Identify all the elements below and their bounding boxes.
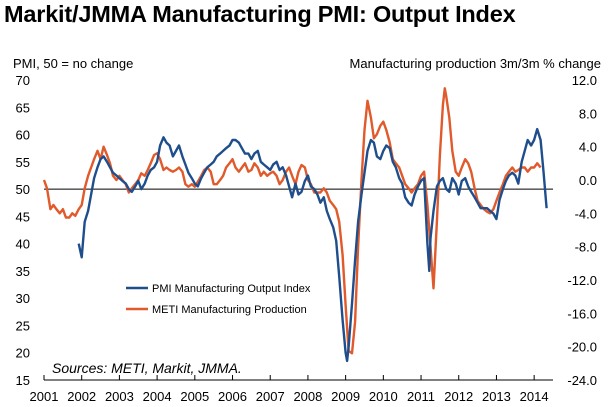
left-tick-label: 45 <box>16 209 30 224</box>
x-tick-label: 2005 <box>180 389 209 404</box>
left-tick-label: 40 <box>16 237 30 252</box>
x-tick-label: 2003 <box>105 389 134 404</box>
left-tick-label: 25 <box>16 318 30 333</box>
x-tick-label: 2001 <box>30 389 59 404</box>
right-tick-label: -4.0 <box>575 206 597 221</box>
right-tick-label: 12.0 <box>572 73 597 88</box>
chart-title: Markit/JMMA Manufacturing PMI: Output In… <box>4 1 516 27</box>
x-axis-ticks: 2001 2002 2003 2004 2005 2006 2007 2008 2009 2010… <box>30 375 549 404</box>
x-tick-label: 2014 <box>520 389 549 404</box>
legend-label-production: METI Manufacturing Production <box>152 304 307 316</box>
left-tick-label: 15 <box>16 373 30 388</box>
left-tick-label: 60 <box>16 128 30 143</box>
x-tick-label: 2009 <box>331 389 360 404</box>
x-tick-label: 2008 <box>293 389 322 404</box>
x-tick-label: 2004 <box>143 389 172 404</box>
right-tick-label: 0.0 <box>579 173 597 188</box>
source-note: Sources: METI, Markit, JMMA. <box>52 360 242 376</box>
x-tick-label: 2006 <box>218 389 247 404</box>
left-axis-ticks: 15 20 25 30 35 40 45 50 55 60 65 70 <box>16 73 30 388</box>
left-axis-label: PMI, 50 = no change <box>13 56 133 71</box>
left-tick-label: 20 <box>16 346 30 361</box>
x-tick-label: 2007 <box>256 389 285 404</box>
right-tick-label: -16.0 <box>567 306 597 321</box>
right-axis-ticks: 12.0 8.0 4.0 0.0 -4.0 -8.0 -12.0 -16.0 -20.0 -24.… <box>567 73 597 388</box>
left-tick-label: 30 <box>16 291 30 306</box>
left-tick-label: 50 <box>16 182 30 197</box>
left-tick-label: 55 <box>16 155 30 170</box>
left-tick-label: 35 <box>16 264 30 279</box>
x-tick-label: 2013 <box>482 389 511 404</box>
right-tick-label: -24.0 <box>567 373 597 388</box>
left-tick-label: 65 <box>16 100 30 115</box>
series-line-pmi-output <box>77 127 548 363</box>
right-tick-label: -8.0 <box>575 240 597 255</box>
right-tick-label: -12.0 <box>567 273 597 288</box>
x-tick-label: 2010 <box>369 389 398 404</box>
right-tick-label: 4.0 <box>579 140 597 155</box>
right-tick-label: 8.0 <box>579 106 597 121</box>
right-tick-label: -20.0 <box>567 340 597 355</box>
right-axis-label: Manufacturing production 3m/3m % change <box>350 56 601 71</box>
legend-label-pmi: PMI Manufacturing Output Index <box>152 283 311 295</box>
x-tick-label: 2002 <box>67 389 96 404</box>
x-tick-label: 2011 <box>407 389 435 404</box>
legend: PMI Manufacturing Output Index METI Manu… <box>126 283 311 316</box>
x-tick-label: 2012 <box>444 389 473 404</box>
left-tick-label: 70 <box>16 73 30 88</box>
